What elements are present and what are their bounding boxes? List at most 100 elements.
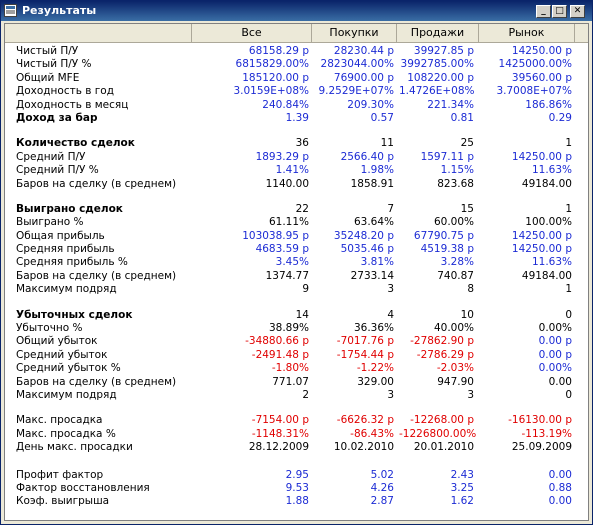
maximize-button[interactable]: □	[552, 5, 567, 18]
table-row[interactable]: Профит фактор 2.95 5.02 2.43 0.00	[5, 468, 588, 482]
cell-market: 0.00	[548, 375, 572, 388]
cell-all: 22	[295, 202, 309, 215]
cell-long: 10.02.2010	[333, 441, 394, 454]
maximize-icon: □	[555, 6, 564, 16]
table-row[interactable]: Общий убыток -34880.66 р -7017.76 р -27862.…	[5, 335, 588, 348]
cell-all: 3.0159E+08%	[233, 85, 309, 98]
title-bar[interactable]: Результаты _ □ ✕	[1, 1, 592, 21]
table-row[interactable]: Выиграно % 61.11% 63.64% 60.00% 100.00%	[5, 216, 588, 229]
cell-short: -2.03%	[436, 362, 474, 375]
cell-market: 3.7008E+07%	[496, 85, 572, 98]
table-row[interactable]: Баров на сделку (в среднем) 1374.77 2733.1…	[5, 270, 588, 283]
table-row[interactable]: Средний убыток % -1.80% -1.22% -2.03% 0.00%	[5, 362, 588, 375]
table-row[interactable]: Доходность в месяц 240.84% 209.30% 221.34% 1…	[5, 98, 588, 112]
table-row[interactable]: Макс. просадка % -1148.31% -86.43% -1226800…	[5, 427, 588, 441]
cell-short: -1226800.00%	[399, 427, 477, 440]
row-spacer	[5, 402, 588, 414]
cell-long: 5.02	[370, 468, 394, 481]
cell-long: 3.81%	[360, 256, 394, 269]
header-label-column[interactable]	[5, 24, 192, 43]
cell-all: 185120.00 р	[242, 71, 309, 84]
row-label: Общий MFE	[16, 71, 80, 84]
close-button[interactable]: ✕	[570, 5, 585, 18]
row-label: Средний убыток	[16, 348, 108, 361]
cell-short: 15	[460, 202, 474, 215]
row-label: Убыточных сделок	[16, 308, 133, 321]
table-row[interactable]: Убыточных сделок 14 4 10 0	[5, 308, 588, 322]
row-label: Макс. просадка	[16, 414, 103, 427]
table-row[interactable]: Доход за бар 1.39 0.57 0.81 0.29	[5, 111, 588, 125]
cell-short: -2786.29 р	[416, 348, 474, 361]
cell-all: -1.80%	[271, 362, 309, 375]
table-row[interactable]: Баров на сделку (в среднем) 771.07 329.00 9…	[5, 375, 588, 389]
table-row[interactable]: Доходность в год 3.0159E+08% 9.2529E+07% 1.…	[5, 85, 588, 98]
table-row[interactable]: Количество сделок 36 11 25 1	[5, 137, 588, 150]
table-row[interactable]: Общий MFE 185120.00 р 76900.00 р 108220.00 …	[5, 71, 588, 85]
table-row[interactable]: Средняя прибыль % 3.45% 3.81% 3.28% 11.63%	[5, 256, 588, 269]
cell-short: 8	[467, 283, 474, 296]
cell-long: 3	[387, 388, 394, 401]
header-short[interactable]: Продажи	[397, 24, 479, 43]
table-row[interactable]: Средняя прибыль 4683.59 р 5035.46 р 4519.38…	[5, 243, 588, 256]
cell-short: 3992785.00%	[400, 58, 474, 71]
table-row[interactable]: Фактор восстановления 9.53 4.26 3.25 0.88	[5, 482, 588, 495]
cell-market: 0.00	[548, 468, 572, 481]
cell-all: 6815829.00%	[235, 58, 309, 71]
table-row[interactable]: Коэф. выигрыша 1.88 2.87 1.62 0.00	[5, 495, 588, 508]
table-row[interactable]: Средний убыток -2491.48 р -1754.44 р -2786.…	[5, 348, 588, 362]
table-row[interactable]: Максимум подряд 9 3 8 1	[5, 283, 588, 296]
table-row[interactable]: Выиграно сделок 22 7 15 1	[5, 202, 588, 216]
cell-long: 3	[387, 283, 394, 296]
cell-all: 1893.29 р	[255, 150, 309, 163]
cell-short: 60.00%	[433, 216, 474, 229]
cell-market: 0.29	[548, 111, 572, 124]
table-row[interactable]: Максимум подряд 2 3 3 0	[5, 388, 588, 402]
results-table: Все Покупки Продажи Рынок Чистый П/У 6815…	[4, 23, 589, 521]
cell-long: 209.30%	[347, 98, 394, 111]
cell-market: 11.63%	[531, 164, 572, 177]
table-row[interactable]: Баров на сделку (в среднем) 1140.00 1858.9…	[5, 177, 588, 191]
cell-all: 1.39	[285, 111, 309, 124]
cell-long: 2823044.00%	[320, 58, 394, 71]
row-label: Доход за бар	[16, 111, 98, 124]
table-row[interactable]: Средний П/У % 1.41% 1.98% 1.15% 11.63%	[5, 164, 588, 177]
cell-market: 1425000.00%	[498, 58, 572, 71]
cell-short: 1597.11 р	[420, 150, 474, 163]
cell-long: 1858.91	[350, 177, 394, 190]
cell-short: 67790.75 р	[413, 229, 474, 242]
table-row[interactable]: Общая прибыль 103038.95 р 35248.20 р 67790.…	[5, 229, 588, 243]
cell-all: 2	[302, 388, 309, 401]
cell-market: 0.00 р	[538, 335, 572, 348]
cell-all: 1.41%	[275, 164, 309, 177]
minimize-button[interactable]: _	[536, 5, 551, 18]
cell-long: 0.57	[370, 111, 394, 124]
cell-all: 14	[295, 308, 309, 321]
cell-all: -1148.31%	[251, 427, 309, 440]
cell-all: 68158.29 р	[248, 45, 309, 57]
cell-long: 329.00	[357, 375, 394, 388]
cell-short: 0.81	[450, 111, 474, 124]
row-spacer	[5, 297, 588, 309]
header-market[interactable]: Рынок	[479, 24, 575, 43]
table-row[interactable]: День макс. просадки 28.12.2009 10.02.2010 2…	[5, 441, 588, 454]
cell-market: 0	[565, 388, 572, 401]
cell-all: 3.45%	[275, 256, 309, 269]
table-row[interactable]: Средний П/У 1893.29 р 2566.40 р 1597.11 р 14…	[5, 150, 588, 164]
header-long[interactable]: Покупки	[312, 24, 397, 43]
cell-market: -16130.00 р	[508, 414, 572, 427]
row-label: Выиграно сделок	[16, 202, 123, 215]
header-all[interactable]: Все	[192, 24, 312, 43]
window-title: Результаты	[22, 4, 97, 17]
cell-short: 823.68	[437, 177, 474, 190]
cell-long: 35248.20 р	[333, 229, 394, 242]
row-label: Максимум подряд	[16, 388, 117, 401]
cell-short: 1.62	[450, 495, 474, 508]
table-row[interactable]: Чистый П/У % 6815829.00% 2823044.00% 399278…	[5, 58, 588, 71]
table-row[interactable]: Чистый П/У 68158.29 р 28230.44 р 39927.85 р…	[5, 45, 588, 58]
row-label: Средний П/У	[16, 150, 86, 163]
cell-market: 49184.00	[521, 177, 572, 190]
table-row[interactable]: Убыточно % 38.89% 36.36% 40.00% 0.00%	[5, 322, 588, 335]
cell-all: 2.95	[285, 468, 309, 481]
table-row[interactable]: Макс. просадка -7154.00 р -6626.32 р -12268…	[5, 414, 588, 427]
cell-market: 0.00 р	[538, 348, 572, 361]
